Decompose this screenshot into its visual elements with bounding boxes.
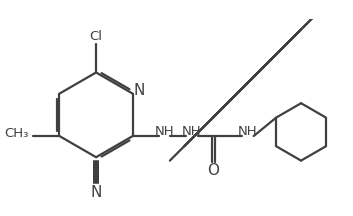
Text: NH: NH (155, 125, 174, 138)
Text: NH: NH (238, 125, 258, 138)
Text: NH: NH (182, 125, 202, 138)
Text: Cl: Cl (90, 30, 103, 43)
Text: O: O (208, 163, 220, 178)
Text: N: N (90, 184, 102, 200)
Text: N: N (134, 83, 145, 98)
Text: CH₃: CH₃ (4, 127, 29, 140)
